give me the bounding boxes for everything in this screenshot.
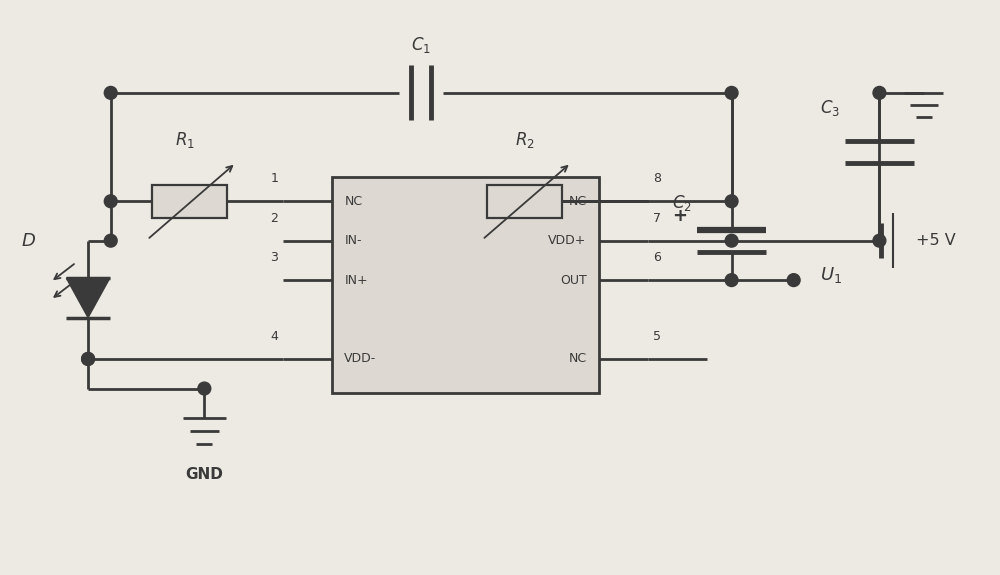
Text: VDD-: VDD- bbox=[344, 352, 377, 366]
Circle shape bbox=[725, 234, 738, 247]
Text: 2: 2 bbox=[270, 212, 278, 225]
Circle shape bbox=[104, 195, 117, 208]
Bar bbox=[487, 185, 562, 218]
Text: 5: 5 bbox=[653, 330, 661, 343]
Text: +5 V: +5 V bbox=[916, 233, 956, 248]
Circle shape bbox=[725, 195, 738, 208]
Text: VDD+: VDD+ bbox=[548, 234, 587, 247]
Text: $U_1$: $U_1$ bbox=[820, 265, 842, 285]
Circle shape bbox=[82, 352, 94, 365]
Circle shape bbox=[725, 86, 738, 99]
Text: GND: GND bbox=[185, 467, 223, 482]
Bar bbox=[332, 177, 599, 393]
Text: NC: NC bbox=[569, 352, 587, 366]
Circle shape bbox=[873, 86, 886, 99]
Circle shape bbox=[725, 274, 738, 286]
Text: 3: 3 bbox=[270, 251, 278, 264]
Text: $R_1$: $R_1$ bbox=[175, 130, 195, 150]
Text: OUT: OUT bbox=[560, 274, 587, 286]
Circle shape bbox=[82, 352, 94, 365]
Text: $D$: $D$ bbox=[21, 232, 36, 250]
Text: NC: NC bbox=[344, 195, 362, 208]
Text: IN+: IN+ bbox=[344, 274, 368, 286]
Text: NC: NC bbox=[569, 195, 587, 208]
Text: 4: 4 bbox=[270, 330, 278, 343]
Text: 6: 6 bbox=[653, 251, 661, 264]
Text: 1: 1 bbox=[270, 172, 278, 186]
Circle shape bbox=[104, 86, 117, 99]
Polygon shape bbox=[66, 278, 110, 317]
Circle shape bbox=[873, 234, 886, 247]
Circle shape bbox=[104, 234, 117, 247]
Circle shape bbox=[787, 274, 800, 286]
Text: 8: 8 bbox=[653, 172, 661, 186]
Text: $C_2$: $C_2$ bbox=[672, 193, 692, 213]
Text: 7: 7 bbox=[653, 212, 661, 225]
Text: $C_1$: $C_1$ bbox=[411, 36, 431, 55]
Text: +: + bbox=[672, 207, 687, 225]
Bar bbox=[152, 185, 227, 218]
Text: $C_3$: $C_3$ bbox=[820, 98, 840, 118]
Text: IN-: IN- bbox=[344, 234, 362, 247]
Text: $R_2$: $R_2$ bbox=[515, 130, 535, 150]
Circle shape bbox=[198, 382, 211, 395]
